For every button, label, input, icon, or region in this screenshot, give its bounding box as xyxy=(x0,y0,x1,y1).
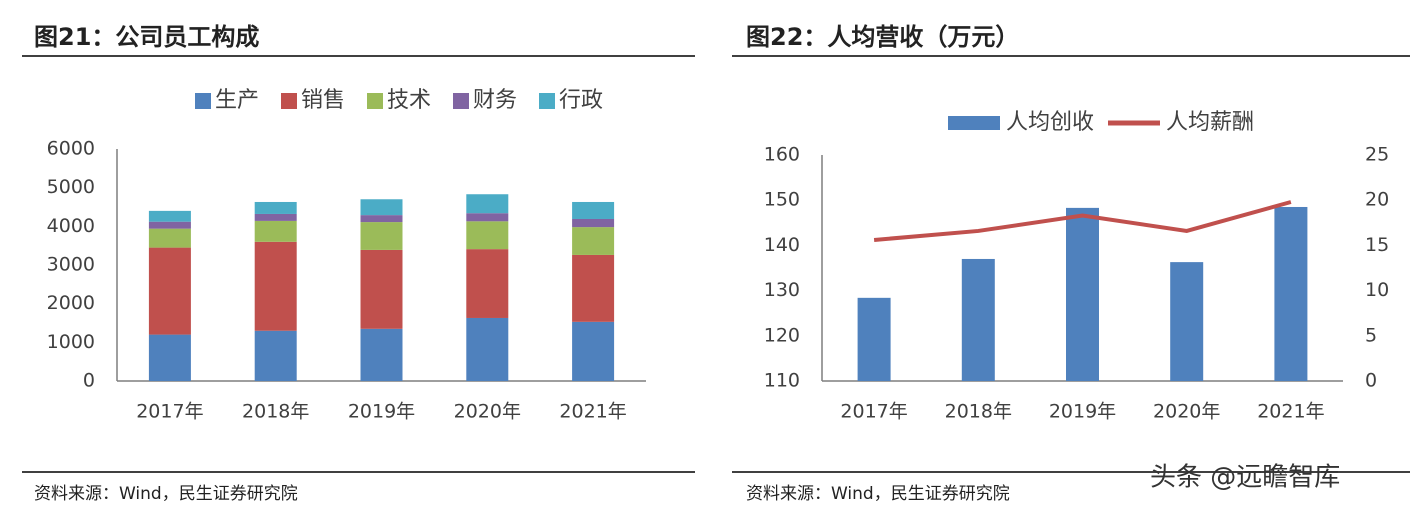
bar-segment xyxy=(572,218,615,228)
x-tick-label: 2017年 xyxy=(840,401,907,423)
y-tick-label: 0 xyxy=(1365,370,1377,392)
bar xyxy=(857,297,891,381)
y-tick-label: 4000 xyxy=(47,215,95,237)
bar-segment xyxy=(572,321,615,381)
chart-title: 图22：人均营收（万元） xyxy=(746,23,1019,51)
line xyxy=(873,200,1292,242)
bar-segment xyxy=(148,247,191,335)
y-tick-label: 5 xyxy=(1365,324,1377,346)
x-tick-label: 2020年 xyxy=(454,401,521,423)
bar xyxy=(1170,262,1204,381)
bar-segment xyxy=(572,227,615,255)
y-tick-label: 130 xyxy=(764,279,800,301)
y-tick-label: 120 xyxy=(764,324,800,346)
bar-segment xyxy=(466,317,509,381)
y-tick-label: 10 xyxy=(1365,279,1389,301)
bar-segment xyxy=(466,221,509,250)
x-tick-label: 2020年 xyxy=(1153,401,1220,423)
legend-swatch xyxy=(281,93,297,109)
x-tick-label: 2018年 xyxy=(242,401,309,423)
watermark: 头条 @远瞻智库 xyxy=(1150,463,1340,493)
x-tick-label: 2017年 xyxy=(136,401,203,423)
bar-segment xyxy=(148,334,191,381)
bar-segment xyxy=(360,249,403,329)
bar-segment xyxy=(360,328,403,381)
y-tick-label: 160 xyxy=(764,144,800,166)
y-tick-label: 140 xyxy=(764,234,800,256)
bar-segment xyxy=(148,221,191,229)
bar-segment xyxy=(360,199,403,216)
y-tick-label: 110 xyxy=(764,370,800,392)
legend-swatch xyxy=(539,93,555,109)
legend-label: 人均薪酬 xyxy=(1166,110,1254,135)
y-tick-label: 15 xyxy=(1365,234,1389,256)
legend-swatch xyxy=(367,93,383,109)
y-tick-label: 6000 xyxy=(47,138,95,160)
legend-label: 生产 xyxy=(215,88,259,113)
bar-segment xyxy=(360,222,403,250)
y-tick-label: 3000 xyxy=(47,254,95,276)
legend-label: 技术 xyxy=(387,88,431,113)
legend-label: 销售 xyxy=(301,88,345,113)
x-tick-label: 2018年 xyxy=(945,401,1012,423)
chart-title: 图21：公司员工构成 xyxy=(34,23,259,51)
legend-swatch xyxy=(948,116,1000,130)
legend-swatch xyxy=(453,93,469,109)
bar-segment xyxy=(254,213,297,221)
legend-label: 人均创收 xyxy=(1006,110,1094,135)
y-tick-label: 150 xyxy=(764,189,800,211)
source: 资料来源：Wind，民生证券研究院 xyxy=(34,484,298,504)
bar-segment xyxy=(572,201,615,219)
bar-segment xyxy=(466,213,509,222)
y-tick-label: 5000 xyxy=(47,176,95,198)
x-tick-label: 2019年 xyxy=(1049,401,1116,423)
y-tick-label: 2000 xyxy=(47,292,95,314)
x-tick-label: 2021年 xyxy=(559,401,626,423)
bar-segment xyxy=(254,220,297,242)
bar-segment xyxy=(148,228,191,248)
source: 资料来源：Wind，民生证券研究院 xyxy=(746,484,1010,504)
bar xyxy=(1066,207,1099,381)
legend-swatch xyxy=(195,93,211,109)
y-tick-label: 1000 xyxy=(47,331,95,353)
y-tick-label: 0 xyxy=(83,370,95,392)
bar xyxy=(1274,206,1308,381)
bar-segment xyxy=(360,215,403,223)
y-tick-label: 25 xyxy=(1365,144,1389,166)
bar-segment xyxy=(254,201,297,214)
bar-segment xyxy=(466,194,509,214)
bar-segment xyxy=(572,254,615,322)
bar-segment xyxy=(254,330,297,381)
y-tick-label: 20 xyxy=(1365,189,1389,211)
legend-label: 行政 xyxy=(559,88,603,113)
legend-label: 财务 xyxy=(473,88,517,113)
x-tick-label: 2019年 xyxy=(348,401,415,423)
bar xyxy=(961,258,995,381)
bar-segment xyxy=(466,249,509,318)
x-tick-label: 2021年 xyxy=(1257,401,1324,423)
bar-segment xyxy=(254,241,297,331)
bar-segment xyxy=(148,210,191,222)
